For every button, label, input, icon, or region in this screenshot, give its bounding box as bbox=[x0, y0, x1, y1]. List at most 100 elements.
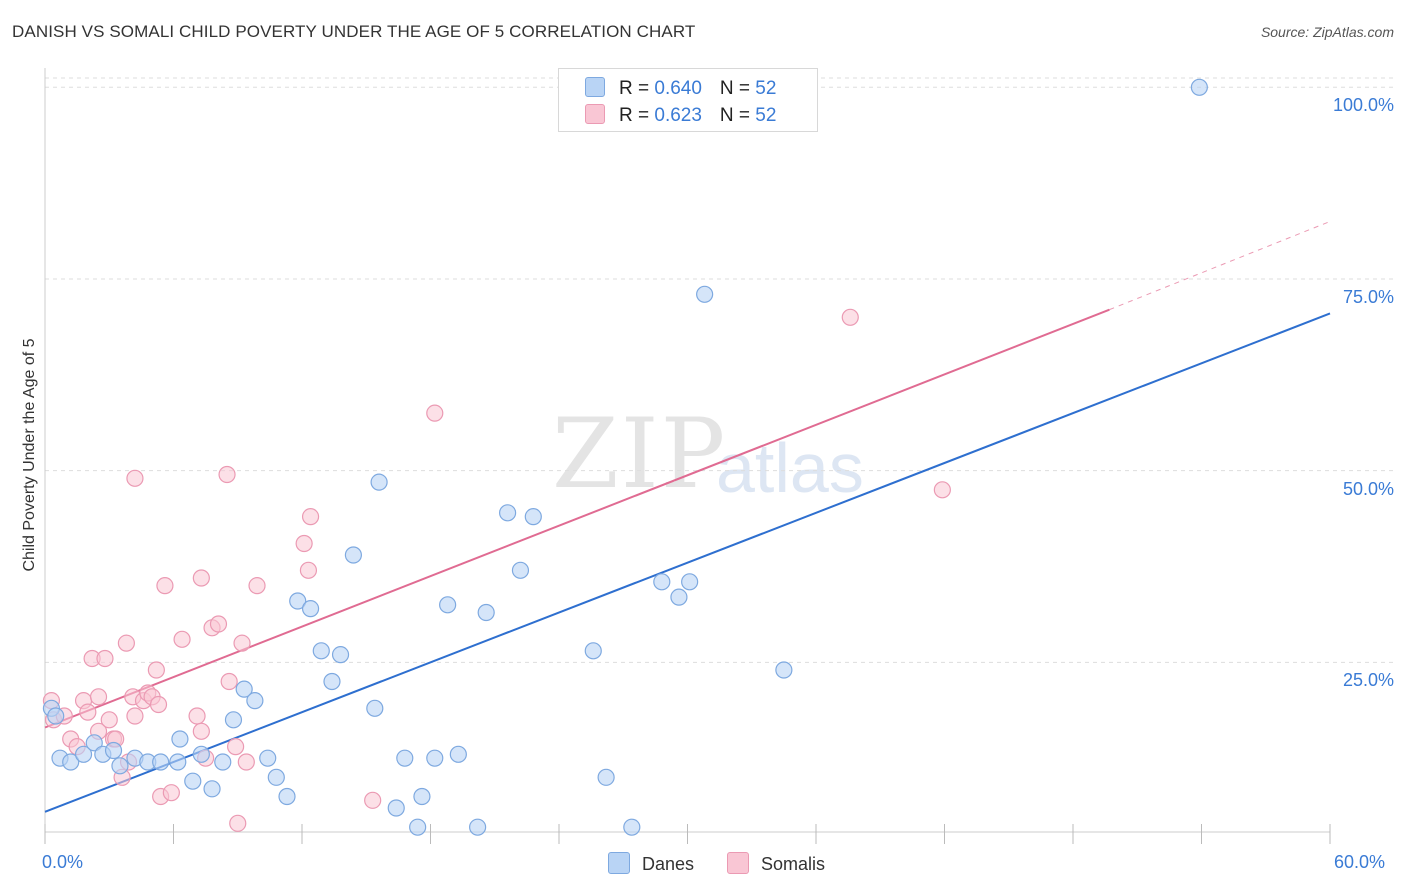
danes-point bbox=[47, 707, 65, 725]
somalis-point bbox=[173, 630, 191, 648]
danes-point bbox=[344, 546, 362, 564]
danes-point bbox=[214, 753, 232, 771]
x-tick-label-max: 60.0% bbox=[1334, 852, 1386, 872]
somalis-point bbox=[301, 508, 320, 526]
legend-n-value: 52 bbox=[755, 78, 777, 99]
danes-point bbox=[85, 734, 103, 752]
danes-point bbox=[499, 504, 517, 522]
somalis-point bbox=[218, 465, 236, 484]
somalis-point bbox=[96, 649, 114, 668]
danes-point bbox=[449, 745, 467, 763]
danes-legend-icon bbox=[608, 852, 630, 874]
danes-point bbox=[62, 753, 80, 771]
danes-legend-label: Danes bbox=[642, 854, 695, 874]
danes-point bbox=[439, 596, 457, 614]
somalis-point bbox=[89, 688, 108, 706]
y-tick-label: 75.0% bbox=[1342, 286, 1394, 307]
legend-row-somalis: R = 0.623 N = 52 bbox=[585, 104, 776, 128]
somalis-point bbox=[364, 791, 382, 809]
danes-point bbox=[192, 745, 210, 763]
danes-point bbox=[426, 749, 444, 767]
danes-point bbox=[409, 818, 427, 836]
correlation-legend: R = 0.640 N = 52 R = 0.623 N = 52 bbox=[558, 68, 818, 132]
danes-point bbox=[312, 642, 330, 660]
somalis-point bbox=[227, 738, 245, 756]
danes-point bbox=[370, 473, 388, 491]
somalis-point bbox=[100, 711, 118, 729]
danes-point bbox=[224, 711, 243, 729]
danes-point bbox=[235, 680, 253, 698]
somalis-point bbox=[841, 308, 859, 326]
somalis-point bbox=[126, 469, 144, 487]
danes-trend-line bbox=[44, 312, 1331, 813]
danes-point bbox=[477, 603, 495, 622]
danes-point bbox=[681, 573, 699, 591]
somalis-point bbox=[79, 703, 97, 721]
source-label: Source: ZipAtlas.com bbox=[1260, 24, 1394, 40]
somalis-trend-extension bbox=[1109, 221, 1331, 311]
danes-point bbox=[387, 799, 405, 817]
danes-point bbox=[696, 285, 714, 303]
legend-r-value: 0.623 bbox=[654, 105, 702, 126]
somalis-point bbox=[220, 672, 238, 691]
danes-point bbox=[246, 692, 264, 710]
danes-point bbox=[203, 780, 221, 798]
somalis-point bbox=[149, 695, 168, 714]
legend-r-label: R = bbox=[619, 105, 655, 126]
danes-point bbox=[323, 672, 341, 691]
danes-point bbox=[169, 753, 187, 771]
somalis-legend-label: Somalis bbox=[761, 854, 826, 874]
y-tick-label: 100.0% bbox=[1332, 95, 1394, 116]
somalis-point bbox=[192, 722, 210, 740]
legend-n-value: 52 bbox=[755, 105, 777, 126]
somalis-point bbox=[295, 534, 313, 553]
danes-point bbox=[278, 787, 296, 806]
danes-point bbox=[584, 642, 602, 660]
legend-n-label: N = bbox=[719, 105, 756, 126]
danes-point bbox=[653, 573, 671, 591]
somalis-point bbox=[126, 707, 144, 725]
somalis-point bbox=[117, 634, 135, 652]
somalis-legend-icon bbox=[727, 852, 749, 874]
danes-point bbox=[396, 749, 414, 767]
danes-point bbox=[331, 646, 350, 664]
danes-point bbox=[171, 730, 189, 748]
somalis-point bbox=[426, 404, 444, 422]
danes-point bbox=[152, 753, 170, 771]
chart-title: DANISH VS SOMALI CHILD POVERTY UNDER THE… bbox=[12, 22, 696, 41]
legend-r-label: R = bbox=[619, 78, 655, 99]
somalis-point bbox=[233, 634, 251, 652]
somalis-point bbox=[147, 661, 165, 679]
y-tick-label: 50.0% bbox=[1342, 478, 1394, 499]
somalis-point bbox=[933, 481, 951, 499]
danes-point bbox=[469, 818, 487, 836]
danes-point bbox=[184, 772, 202, 790]
legend-item-danes[interactable]: Danes bbox=[608, 852, 694, 875]
danes-point bbox=[597, 768, 615, 786]
legend-r-value: 0.640 bbox=[654, 78, 702, 99]
somalis-point bbox=[299, 561, 318, 579]
danes-point bbox=[301, 600, 320, 618]
somalis-swatch-icon bbox=[585, 104, 605, 124]
danes-point bbox=[104, 741, 123, 760]
danes-point bbox=[623, 818, 641, 836]
somalis-point bbox=[237, 753, 255, 771]
danes-point bbox=[1190, 78, 1208, 96]
danes-point bbox=[775, 661, 793, 679]
somalis-point bbox=[162, 784, 180, 802]
legend-item-somalis[interactable]: Somalis bbox=[727, 852, 825, 875]
danes-point bbox=[289, 592, 307, 610]
somalis-point bbox=[209, 615, 228, 633]
danes-point bbox=[524, 508, 542, 526]
danes-point bbox=[366, 699, 384, 717]
danes-point bbox=[413, 787, 431, 806]
legend-n-label: N = bbox=[719, 78, 756, 99]
danes-swatch-icon bbox=[585, 77, 605, 97]
legend-row-danes: R = 0.640 N = 52 bbox=[585, 77, 776, 101]
x-tick-label-min: 0.0% bbox=[42, 852, 84, 872]
danes-point bbox=[267, 768, 285, 786]
somalis-point bbox=[229, 814, 247, 832]
somalis-point bbox=[188, 707, 206, 725]
danes-point bbox=[670, 588, 688, 606]
